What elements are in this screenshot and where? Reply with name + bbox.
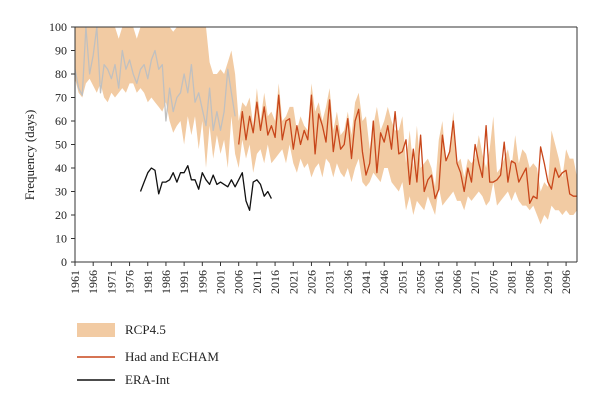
x-tick-label: 2056 [414, 270, 428, 294]
x-tick-label: 2006 [232, 270, 246, 294]
x-tick-label: 2001 [214, 270, 228, 294]
x-tick-label: 1981 [141, 270, 155, 294]
y-tick-label: 20 [55, 208, 67, 222]
x-tick-label: 1996 [195, 270, 209, 294]
legend-item-had-echam: Had and ECHAM [77, 349, 219, 364]
x-tick-label: 1966 [86, 270, 100, 294]
legend: RCP4.5 Had and ECHAM ERA-Int [77, 322, 219, 387]
x-tick-label: 1991 [177, 270, 191, 294]
series-band-rcp45 [75, 27, 577, 225]
legend-label: RCP4.5 [125, 322, 166, 337]
x-tick-label: 2011 [250, 270, 264, 294]
legend-swatch-band [77, 323, 115, 337]
plot-area [75, 27, 577, 225]
y-tick-label: 70 [55, 91, 67, 105]
x-tick-label: 2036 [341, 270, 355, 294]
x-tick-label: 2051 [395, 270, 409, 294]
y-tick-label: 0 [61, 255, 67, 269]
x-tick-label: 2096 [559, 270, 573, 294]
y-tick-label: 90 [55, 44, 67, 58]
x-tick-label: 2046 [377, 270, 391, 294]
x-tick-label: 2026 [304, 270, 318, 294]
x-tick-label: 1976 [123, 270, 137, 294]
x-tick-label: 2061 [432, 270, 446, 294]
y-tick-label: 60 [55, 114, 67, 128]
x-tick-label: 2066 [450, 270, 464, 294]
x-tick-label: 2086 [523, 270, 537, 294]
x-tick-label: 2016 [268, 270, 282, 294]
x-tick-label: 2091 [541, 270, 555, 294]
y-tick-label: 10 [55, 232, 67, 246]
series-line-had-echam [238, 94, 577, 204]
y-tick-label: 40 [55, 161, 67, 175]
x-tick-label: 2071 [468, 270, 482, 294]
x-tick-label: 2081 [505, 270, 519, 294]
series-line-era-int [139, 165, 272, 211]
legend-item-era-int: ERA-Int [77, 372, 170, 387]
x-tick-label: 1961 [68, 270, 82, 294]
y-tick-label: 80 [55, 67, 67, 81]
x-tick-label: 1971 [104, 270, 118, 294]
y-tick-label: 50 [55, 138, 67, 152]
x-tick-label: 2021 [286, 270, 300, 294]
y-axis-label: Frequency (days) [22, 110, 37, 201]
legend-item-rcp45: RCP4.5 [77, 322, 166, 337]
y-tick-label: 100 [49, 20, 67, 34]
x-tick-label: 2031 [323, 270, 337, 294]
legend-label: Had and ECHAM [125, 349, 219, 364]
x-tick-label: 1986 [159, 270, 173, 294]
y-tick-label: 30 [55, 185, 67, 199]
axes: 0 10 20 30 40 50 60 70 80 90 100 1961 1966 1971 1976 19… [49, 20, 578, 294]
x-tick-label: 2076 [486, 270, 500, 294]
legend-label: ERA-Int [125, 372, 170, 387]
x-tick-label: 2041 [359, 270, 373, 294]
series-line-model-historic [75, 27, 236, 132]
